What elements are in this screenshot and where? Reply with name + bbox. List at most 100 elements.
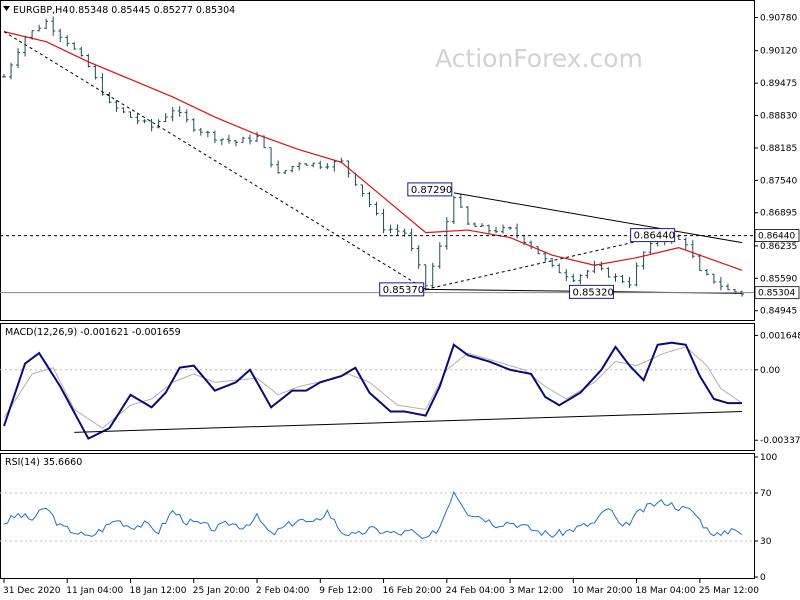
trendline: [453, 192, 743, 244]
price-bar: [9, 62, 14, 80]
price-bar: [641, 251, 646, 270]
price-bar: [346, 160, 351, 178]
price-bar: [311, 162, 316, 168]
rsi-panel-frame: [0, 453, 755, 579]
price-bar: [248, 134, 252, 145]
trendline: [3, 31, 426, 290]
price-bar: [564, 269, 569, 281]
price-bar: [388, 224, 393, 234]
annotation-label: 0.85370: [383, 285, 424, 296]
time-tick-label: 10 Mar 20:00: [572, 586, 632, 596]
macd-signal-line: [3, 346, 743, 429]
price-bar: [184, 109, 189, 123]
price-bar: [37, 24, 42, 32]
rsi-layer: [0, 490, 754, 542]
price-bar: [543, 251, 548, 262]
price-bar: [170, 107, 175, 122]
price-tick-label: 0.88185: [760, 144, 797, 154]
price-bar: [697, 253, 702, 272]
axis-layer: 0.90780 0.90120 0.89475 0.88830 0.88185 0.875…: [3, 14, 800, 596]
watermark: ActionForex.com: [435, 44, 643, 73]
price-bar: [571, 274, 576, 283]
price-tick-label: 0.84945: [760, 307, 797, 317]
price-bar: [163, 113, 168, 123]
annotation-label: 0.86440: [634, 231, 675, 242]
resistance-tag-label: 0.86440: [758, 232, 795, 242]
price-bar: [536, 246, 541, 255]
price-bar: [451, 195, 456, 224]
price-bar: [606, 267, 611, 278]
price-bar: [472, 222, 477, 228]
time-tick-label: 9 Feb 12:00: [319, 586, 373, 596]
price-panel-frame: [0, 0, 755, 321]
price-bar: [233, 140, 238, 147]
price-bar: [65, 35, 70, 47]
price-bar: [578, 274, 583, 285]
time-tick-label: 18 Mar 04:00: [636, 586, 696, 596]
macd-trendline: [74, 410, 743, 433]
price-bar: [86, 53, 91, 68]
price-bar: [318, 160, 323, 170]
price-bar: [430, 262, 435, 288]
price-bar: [683, 237, 688, 250]
macd-tick-label: -0.003379: [760, 436, 800, 446]
price-bar: [718, 276, 723, 291]
price-bar: [648, 240, 653, 254]
price-bar: [276, 160, 281, 174]
price-bar: [44, 18, 49, 30]
price-bar: [550, 258, 555, 268]
price-bar: [634, 262, 639, 287]
price-bar: [149, 118, 154, 132]
current-price-tag-label: 0.85304: [758, 289, 795, 299]
macd-panel-frame: [0, 323, 755, 451]
price-annotation: 0.85370: [379, 282, 425, 297]
price-bar: [360, 184, 365, 197]
macd-header: MACD(12,26,9) -0.001621 -0.001659: [5, 327, 181, 338]
price-bar: [620, 274, 625, 284]
time-tick-label: 25 Jan 20:00: [193, 586, 250, 596]
price-tick-label: 0.88830: [760, 112, 797, 122]
price-bar: [72, 42, 77, 50]
price-bar: [501, 224, 506, 234]
rsi-header: RSI(14) 35.6660: [5, 457, 82, 468]
price-bar: [494, 227, 498, 234]
price-bar: [142, 119, 147, 124]
macd-line: [3, 341, 742, 440]
price-annotation: 0.85320: [568, 284, 614, 299]
ohlc-readout: 0.85348 0.85445 0.85277 0.85304: [69, 5, 235, 16]
trendline: [425, 233, 672, 290]
time-tick-label: 3 Mar 12:00: [509, 586, 564, 596]
price-bar: [479, 223, 484, 228]
resistance-tag: 0.86440: [754, 229, 800, 243]
rsi-tick-label: 0: [760, 573, 766, 583]
price-bar: [58, 28, 63, 43]
price-bar: [16, 48, 21, 68]
price-tick-label: 0.86235: [760, 242, 797, 252]
annotation-label: 0.87290: [411, 185, 452, 196]
price-tick-label: 0.90780: [760, 14, 797, 24]
price-bar: [711, 273, 716, 284]
rsi-tick-label: 100: [760, 453, 777, 463]
rsi-line: [3, 490, 743, 539]
price-bar: [304, 163, 309, 166]
price-bar: [381, 208, 386, 234]
price-bar: [205, 130, 210, 138]
price-bar: [107, 92, 112, 104]
price-bar: [240, 136, 245, 143]
price-tick-label: 0.85590: [760, 274, 797, 284]
current-price-tag: 0.85304: [754, 286, 800, 300]
price-bar: [121, 107, 126, 114]
price-bar: [585, 270, 590, 279]
price-annotation: 0.87290: [407, 182, 453, 197]
price-bar: [627, 277, 632, 288]
price-bar: [269, 147, 274, 168]
price-bar: [465, 206, 470, 225]
price-bar: [704, 268, 709, 276]
symbol-label: EURGBP,H4: [13, 5, 68, 16]
price-bar: [219, 138, 224, 146]
price-bar: [599, 261, 604, 271]
time-tick-label: 25 Mar 12:00: [699, 586, 759, 596]
chart-menu-icon[interactable]: [3, 6, 10, 11]
rsi-tick-label: 70: [760, 489, 772, 499]
